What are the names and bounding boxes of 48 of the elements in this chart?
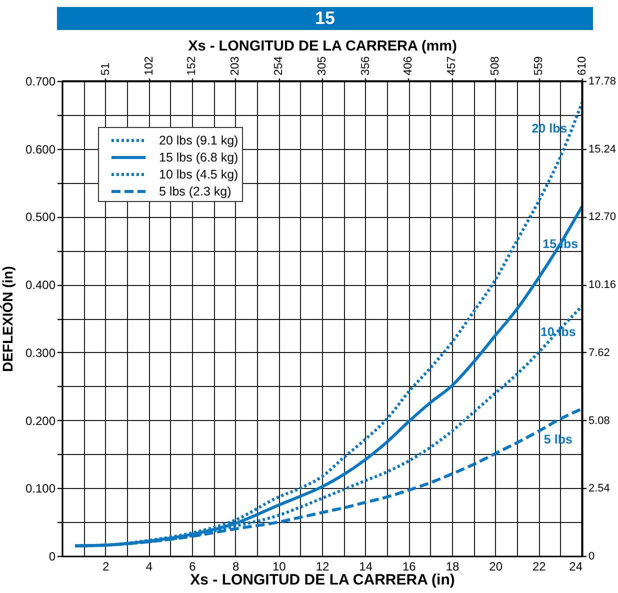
- x2-tick-label: 457: [446, 56, 458, 76]
- x-tick-label: 18: [446, 560, 460, 574]
- x2-tick-label: 152: [186, 56, 198, 76]
- y2-tick-label: 7.62: [588, 346, 610, 359]
- y-tick-label: 0.200: [25, 414, 56, 428]
- y-axis-title: DEFLEXIÓN (in): [0, 266, 16, 372]
- y-tick-label: 0.100: [25, 482, 56, 496]
- x-tick-label: 12: [316, 560, 330, 574]
- y-tick-label: 0.400: [25, 278, 56, 292]
- x-tick-label: 4: [146, 560, 153, 574]
- y-tick-label: 0.700: [25, 74, 56, 88]
- x-tick-label: 24: [569, 560, 583, 574]
- x2-tick-label: 610: [576, 56, 588, 76]
- x-tick-label: 8: [232, 560, 240, 574]
- x-tick-label: 6: [189, 560, 196, 574]
- x2-tick-label: 305: [316, 56, 328, 76]
- y2-tick-label: 5.08: [588, 414, 610, 427]
- x2-tick-label: 559: [533, 56, 546, 76]
- y2-tick-label: 2.54: [588, 482, 610, 495]
- x2-tick-label: 406: [402, 56, 415, 76]
- y-tick-label: 0: [48, 550, 56, 564]
- x-tick-label: 22: [532, 560, 546, 574]
- x-tick-label: 14: [359, 560, 373, 574]
- y-tick-label: 0.500: [25, 210, 56, 224]
- x2-tick-label: 508: [490, 56, 502, 76]
- x-tick-label: 2: [102, 560, 110, 574]
- y2-tick-label: 12.70: [588, 211, 616, 224]
- x2-tick-label: 356: [360, 56, 372, 76]
- legend-label: 5 lbs (2.3 kg): [159, 184, 232, 198]
- y2-tick-label: 0: [588, 550, 595, 562]
- x-tick-label: 20: [489, 560, 503, 574]
- y2-tick-label: 15.24: [588, 143, 616, 156]
- legend-label: 20 lbs (9.1 kg): [159, 134, 238, 148]
- x-axis-title: Xs - LONGITUD DE LA CARRERA (in): [190, 572, 455, 588]
- legend-label: 15 lbs (6.8 kg): [159, 150, 238, 164]
- x-tick-label: 16: [402, 560, 416, 574]
- x2-tick-label: 203: [230, 56, 242, 76]
- legend-label: 10 lbs (4.5 kg): [159, 168, 238, 182]
- x2-tick-label: 51: [100, 62, 112, 76]
- y2-tick-label: 17.78: [588, 76, 616, 88]
- x-tick-label: 10: [272, 560, 286, 574]
- x2-tick-label: 254: [273, 56, 286, 76]
- x2-axis-title: Xs - LONGITUD DE LA CARRERA (mm): [188, 38, 458, 54]
- x2-tick-label: 102: [143, 56, 156, 76]
- y-tick-label: 0.600: [25, 142, 56, 156]
- chart-title: 15: [314, 8, 336, 28]
- y-tick-label: 0.300: [25, 346, 56, 360]
- y2-tick-label: 10.16: [588, 279, 616, 292]
